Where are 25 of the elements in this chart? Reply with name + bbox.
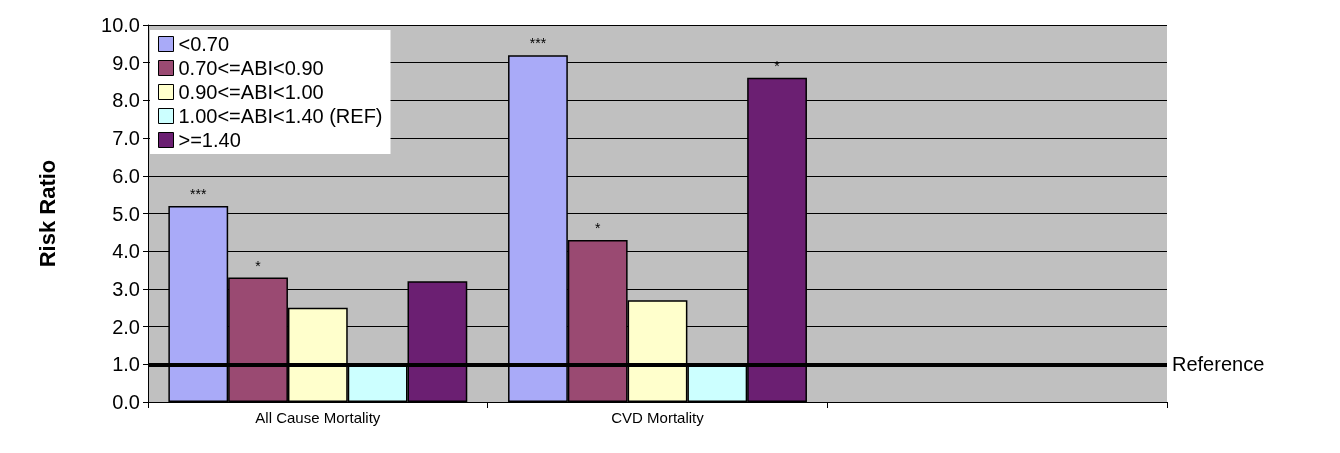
x-tick-label: CVD Mortality xyxy=(611,409,705,426)
ref-line-label: Reference xyxy=(1172,353,1265,376)
data-label: * xyxy=(255,257,262,274)
y-tick-label: 0.0 xyxy=(112,391,140,413)
y-tick-label: 10.0 xyxy=(101,14,140,36)
legend-label: <0.70 xyxy=(178,33,230,55)
data-label: * xyxy=(774,57,781,74)
legend-label: 1.00<=ABI<1.40 (REF) xyxy=(178,105,383,127)
data-label: *** xyxy=(190,185,207,202)
y-tick-label: 3.0 xyxy=(112,277,140,300)
legend-label: 0.90<=ABI<1.00 xyxy=(178,81,324,103)
y-tick-label: 6.0 xyxy=(112,164,140,187)
x-tick-label: All Cause Mortality xyxy=(255,409,381,426)
y-axis-title: Risk Ratio xyxy=(34,159,60,268)
y-tick-label: 7.0 xyxy=(112,127,140,150)
y-tick-label: 9.0 xyxy=(112,51,140,74)
data-label: *** xyxy=(529,35,547,52)
y-tick-label: 8.0 xyxy=(112,89,140,112)
y-tick-label: 4.0 xyxy=(112,240,140,263)
legend-label: >=1.40 xyxy=(178,129,241,151)
legend-label: 0.70<=ABI<0.90 xyxy=(178,57,324,79)
y-tick-label: 2.0 xyxy=(112,315,140,338)
y-tick-label: 5.0 xyxy=(112,202,140,225)
data-label: * xyxy=(594,219,601,236)
y-tick-label: 1.0 xyxy=(112,353,140,376)
